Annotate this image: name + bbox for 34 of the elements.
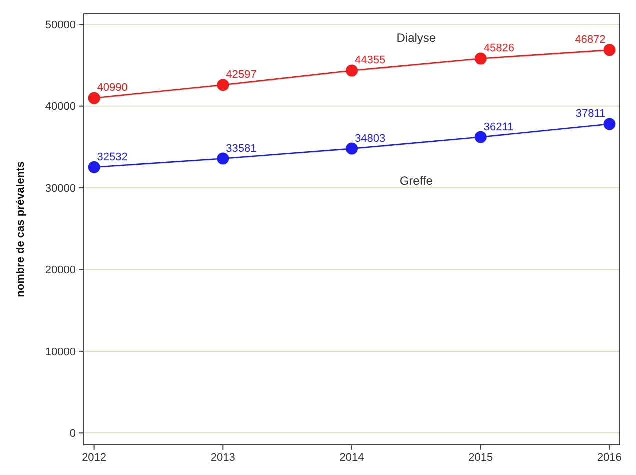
text: Greffe bbox=[400, 174, 434, 188]
x-tick-label: 2014 bbox=[340, 452, 364, 464]
data-label: 45826 bbox=[484, 42, 514, 55]
data-label: 36211 bbox=[484, 121, 514, 134]
data-label: 34803 bbox=[355, 132, 386, 145]
point bbox=[346, 142, 358, 155]
x-tick-label: 2015 bbox=[468, 452, 494, 464]
point bbox=[604, 44, 616, 56]
y-tick-label: 20000 bbox=[45, 264, 76, 277]
point bbox=[217, 79, 230, 92]
y-tick-label: 40000 bbox=[45, 101, 76, 114]
point bbox=[604, 118, 616, 130]
x-tick-label: 2013 bbox=[210, 452, 236, 464]
x-tick-label: 2016 bbox=[597, 452, 622, 464]
data-label: 46872 bbox=[575, 34, 606, 46]
point bbox=[474, 131, 487, 144]
data-label: 37811 bbox=[576, 108, 606, 120]
data-label: 44355 bbox=[355, 54, 386, 67]
point bbox=[88, 161, 100, 174]
data-label: 32532 bbox=[97, 151, 128, 164]
point bbox=[217, 152, 230, 165]
x-tick-label: 2012 bbox=[82, 452, 107, 464]
data-label: 40990 bbox=[97, 82, 128, 94]
y-tick-label: 50000 bbox=[45, 19, 76, 32]
point bbox=[474, 52, 487, 65]
point bbox=[88, 92, 100, 104]
y-axis-title: nombre de cas prévalents bbox=[15, 162, 27, 298]
y-tick-label: 0 bbox=[70, 428, 76, 440]
y-tick-label: 30000 bbox=[45, 182, 76, 195]
y-tick-label: 10000 bbox=[45, 346, 76, 358]
point bbox=[346, 64, 358, 77]
series-label: Dialyse bbox=[396, 31, 436, 45]
data-label: 33581 bbox=[226, 142, 257, 155]
data-label: 42597 bbox=[226, 69, 257, 82]
